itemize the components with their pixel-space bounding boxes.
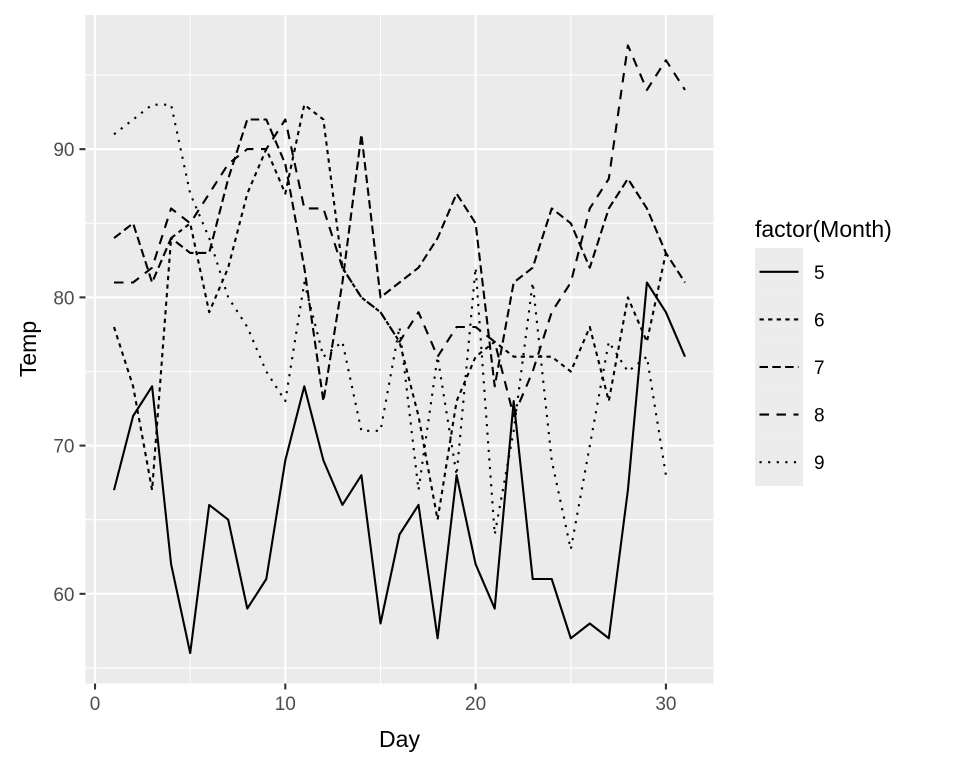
y-tick-label: 80: [53, 288, 74, 309]
series-line-month-7: [113, 118, 686, 403]
legend-label-month-6: 6: [814, 310, 825, 331]
series-line-month-9: [113, 103, 667, 551]
x-tick-label: 20: [465, 694, 486, 715]
series-line-month-5: [112, 281, 686, 655]
legend-label-month-8: 8: [814, 406, 825, 427]
legend-label-month-5: 5: [814, 263, 825, 284]
series-line-month-6: [113, 103, 667, 521]
x-tick-label: 10: [275, 694, 296, 715]
legend-title: factor(Month): [755, 216, 892, 242]
x-axis-title: Day: [379, 726, 420, 752]
legend-label-month-9: 9: [814, 453, 825, 474]
x-tick-label: 30: [655, 694, 676, 715]
y-tick-label: 60: [53, 585, 74, 606]
y-axis-title: Temp: [15, 321, 41, 377]
y-tick-label: 90: [53, 140, 74, 161]
y-tick-label: 70: [53, 437, 74, 458]
x-tick-label: 0: [90, 694, 101, 715]
series-line-month-8: [114, 44, 686, 418]
legend-label-month-7: 7: [814, 358, 825, 379]
